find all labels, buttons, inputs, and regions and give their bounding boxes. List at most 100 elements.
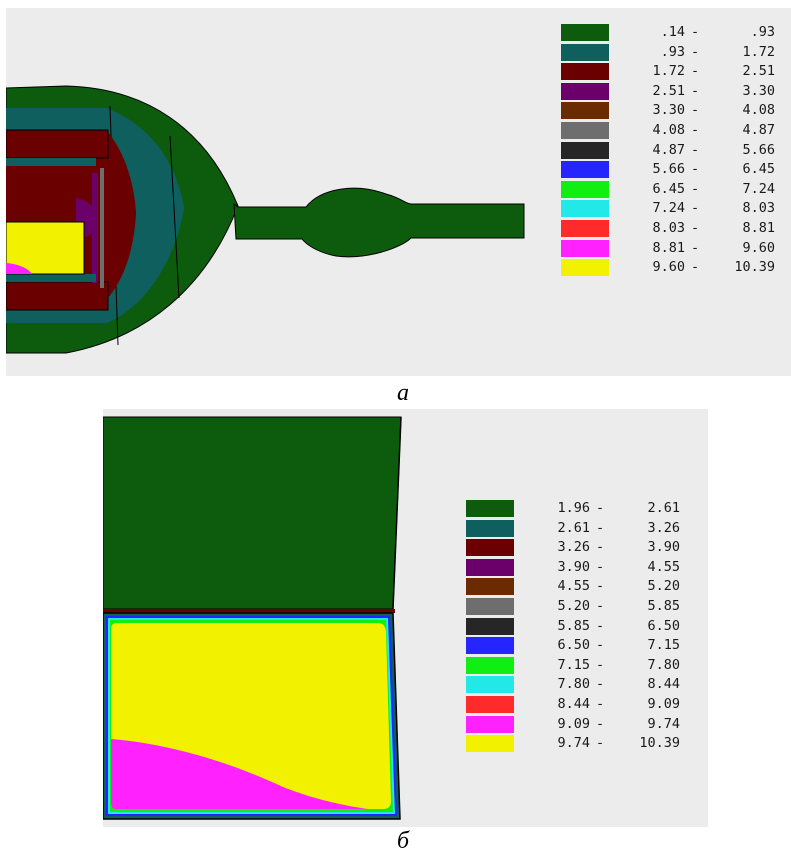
legend-swatch <box>561 220 609 237</box>
stem-region <box>233 187 525 258</box>
legend-dash: - <box>691 200 700 217</box>
legend-from-value: 6.50 <box>557 637 590 654</box>
legend-swatch <box>561 102 609 120</box>
legend-to-value: 5.20 <box>647 578 680 595</box>
legend-dash: - <box>691 122 700 138</box>
contour-plot-b <box>103 416 402 820</box>
legend-from-value: 1.96 <box>557 500 590 516</box>
legend-dash: - <box>596 656 605 673</box>
legend-row: 6.50- 7.15 <box>466 636 708 656</box>
legend-to-value: 4.08 <box>742 102 775 119</box>
legend-dash: - <box>596 500 605 516</box>
legend-row: 8.81- 9.60 <box>561 239 791 259</box>
legend-dash: - <box>596 617 605 634</box>
legend-dash: - <box>691 161 700 178</box>
legend-row: 7.15- 7.80 <box>466 656 708 676</box>
legend-dash: - <box>596 637 605 654</box>
legend-to-value: 8.44 <box>647 676 680 693</box>
legend-to-value: 9.60 <box>742 239 775 256</box>
contour-panel-b: 1.96-2.61 2.61-3.26 3.26-3.90 3.90-4.55 4.55… <box>103 409 708 827</box>
legend-to-value: 8.03 <box>742 200 775 217</box>
legend-dash: - <box>691 63 700 80</box>
legend-swatch <box>466 500 514 517</box>
legend-dash: - <box>596 519 605 536</box>
legend-from-value: 8.03 <box>652 220 685 236</box>
legend-dash: - <box>596 539 605 556</box>
legend-swatch <box>466 558 514 576</box>
legend-from-value: 3.26 <box>557 539 590 556</box>
legend-dash: - <box>691 220 700 236</box>
legend-to-value: 3.30 <box>742 82 775 99</box>
legend-swatch <box>466 637 514 655</box>
legend-swatch <box>466 735 514 753</box>
legend-dash: - <box>691 43 700 60</box>
legend-to-value: 10.39 <box>734 259 775 276</box>
legend-dash: - <box>691 24 700 40</box>
legend-from-value: 4.87 <box>652 141 685 158</box>
legend-to-value: .93 <box>750 24 775 40</box>
legend-from-value: 3.90 <box>557 558 590 575</box>
legend-row: 5.66- 6.45 <box>561 160 791 180</box>
legend-swatch <box>561 180 609 198</box>
legend-to-value: 7.15 <box>647 637 680 654</box>
legend-swatch <box>466 715 514 733</box>
legend-dash: - <box>691 259 700 276</box>
legend-from-value: 6.45 <box>652 180 685 197</box>
legend-from-value: 9.09 <box>557 715 590 732</box>
legend-to-value: 2.51 <box>742 63 775 80</box>
legend-to-value: 9.09 <box>647 696 680 712</box>
legend-swatch <box>561 239 609 257</box>
magenta-corner <box>6 263 32 274</box>
legend-to-value: 2.61 <box>647 500 680 516</box>
legend-from-value: 5.66 <box>652 161 685 178</box>
legend-from-value: 2.51 <box>652 82 685 99</box>
legend-dash: - <box>691 102 700 119</box>
legend-from-value: 7.80 <box>557 676 590 693</box>
legend-row: .93- 1.72 <box>561 43 791 63</box>
legend-row: 2.61- 3.26 <box>466 519 708 539</box>
legend-dash: - <box>691 82 700 99</box>
green-block-right-edge <box>392 416 402 610</box>
legend-row: 4.55- 5.20 <box>466 577 708 597</box>
legend-to-value: 4.55 <box>647 558 680 575</box>
legend-row: 4.08- 4.87 <box>561 121 791 141</box>
legend-row: 5.20- 5.85 <box>466 597 708 617</box>
legend-dash: - <box>596 676 605 693</box>
legend-row: 9.09- 9.74 <box>466 715 708 735</box>
purple-strip-1 <box>92 173 98 283</box>
legend-dash: - <box>596 578 605 595</box>
legend-from-value: 7.24 <box>652 200 685 217</box>
legend-swatch <box>561 200 609 218</box>
magenta-zone <box>111 739 368 809</box>
legend-to-value: 5.85 <box>647 598 680 614</box>
legend-swatch <box>466 519 514 537</box>
legend-from-value: .14 <box>660 24 685 40</box>
legend-row: 1.72- 2.51 <box>561 62 791 82</box>
legend-from-value: 8.44 <box>557 696 590 712</box>
maroon-top-bar <box>6 129 109 159</box>
legend-row: .14- .93 <box>561 23 791 43</box>
contour-panel-a: .14- .93.93-1.72 1.72-2.51 2.51-3.30 3.30-4.… <box>6 8 791 376</box>
legend-dash: - <box>691 180 700 197</box>
legend-swatch <box>561 141 609 159</box>
caption-a: а <box>397 380 409 406</box>
legend-swatch <box>466 656 514 674</box>
legend-from-value: 5.85 <box>557 617 590 634</box>
legend-row: 1.96- 2.61 <box>466 499 708 519</box>
legend-to-value: 9.74 <box>647 715 680 732</box>
legend-swatch <box>466 676 514 694</box>
legend-to-value: 6.45 <box>742 161 775 178</box>
legend-row: 6.45- 7.24 <box>561 180 791 200</box>
legend-to-value: 1.72 <box>742 43 775 60</box>
legend-swatch <box>466 598 514 615</box>
legend-swatch <box>561 259 609 277</box>
legend-dash: - <box>596 715 605 732</box>
legend-to-value: 10.39 <box>639 735 680 752</box>
legend-row: 8.03- 8.81 <box>561 219 791 239</box>
legend-to-value: 8.81 <box>742 220 775 236</box>
legend-swatch <box>466 696 514 713</box>
legend-row: 3.90- 4.55 <box>466 558 708 578</box>
legend-row: 7.80- 8.44 <box>466 675 708 695</box>
legend-swatch <box>466 539 514 557</box>
teal-inner-top <box>6 158 96 166</box>
